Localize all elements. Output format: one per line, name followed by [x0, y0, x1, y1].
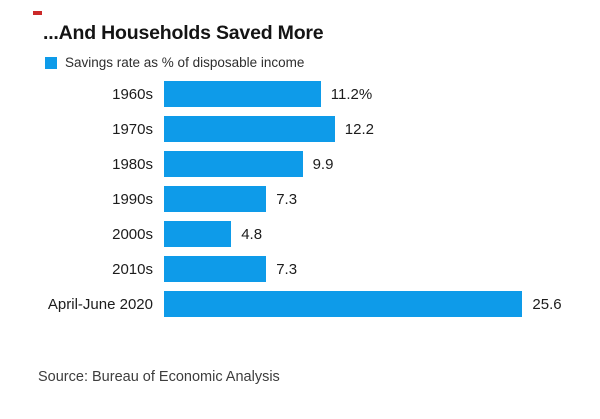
- bar-category-label: 1970s: [112, 120, 153, 138]
- bar-category-label: 1980s: [112, 155, 153, 173]
- bar-category-label: 1990s: [112, 190, 153, 208]
- bar-chart: 1960s 11.2% 1970s 12.2 1980s 9.9 1990s 7…: [0, 81, 600, 326]
- bar-row: 2010s 7.3: [0, 256, 600, 282]
- legend: Savings rate as % of disposable income: [45, 55, 304, 70]
- legend-label: Savings rate as % of disposable income: [65, 55, 305, 70]
- bar-category-label: April-June 2020: [47, 295, 153, 313]
- bar-value-label: 7.3: [276, 260, 298, 278]
- bar-category-label: 2000s: [112, 225, 153, 243]
- bar-value-label: 7.3: [276, 190, 298, 208]
- bar: [164, 81, 321, 107]
- bar: [164, 291, 523, 317]
- legend-swatch: [45, 56, 57, 69]
- bar: [164, 151, 303, 177]
- bar-row: 1980s 9.9: [0, 151, 600, 177]
- bar-category-label: 1960s: [112, 85, 153, 103]
- page-title: ...And Households Saved More: [43, 22, 324, 44]
- source-text: Source: Bureau of Economic Analysis: [38, 369, 280, 385]
- bar-value-label: 25.6: [532, 295, 562, 313]
- bar-row: 2000s 4.8: [0, 221, 600, 247]
- bar: [164, 116, 335, 142]
- bar-value-label: 4.8: [241, 225, 263, 243]
- bar: [164, 186, 267, 212]
- red-accent-dash: [33, 11, 42, 15]
- bar-row: 1970s 12.2: [0, 116, 600, 142]
- bar-row: 1990s 7.3: [0, 186, 600, 212]
- bar-value-label: 9.9: [312, 155, 334, 173]
- bar-value-label: 12.2: [344, 120, 374, 138]
- bar-category-label: 2010s: [112, 260, 153, 278]
- bar: [164, 256, 267, 282]
- bar-row: April-June 2020 25.6: [0, 291, 600, 317]
- bar: [164, 221, 232, 247]
- bar-row: 1960s 11.2%: [0, 81, 600, 107]
- bar-value-label: 11.2%: [330, 85, 373, 103]
